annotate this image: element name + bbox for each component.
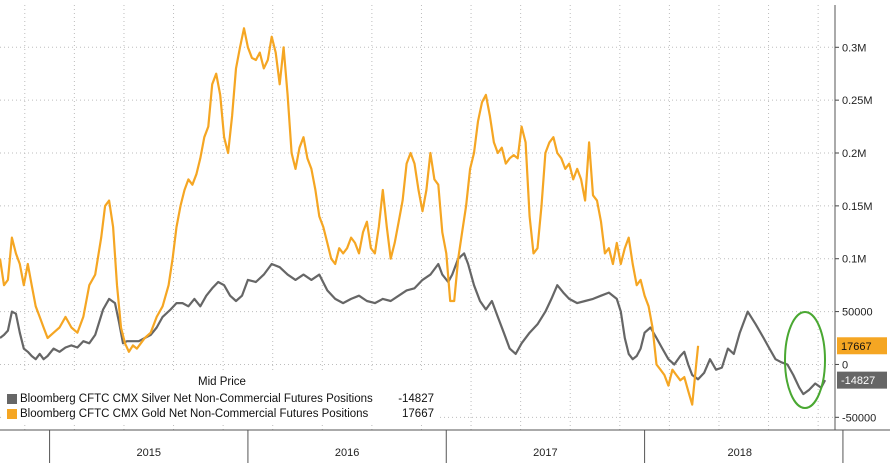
- legend-label-gold: Bloomberg CFTC CMX Gold Net Non-Commerci…: [20, 407, 369, 420]
- y-tick-label: 0.1M: [842, 254, 866, 266]
- x-tick-label: 2018: [728, 447, 752, 459]
- y-tick-label: 0.2M: [842, 148, 866, 160]
- legend-swatch-gold: [7, 408, 17, 419]
- x-tick-label: 2017: [533, 447, 557, 459]
- x-tick-label: 2015: [137, 447, 161, 459]
- highlight-circle: [784, 311, 826, 409]
- series-line-gold: [0, 27, 700, 406]
- vertical-gridlines: [24, 5, 819, 430]
- legend-title: Mid Price: [198, 376, 246, 388]
- end-label-box-silver: [837, 371, 887, 389]
- x-tick-label: 2016: [335, 447, 359, 459]
- end-label-box-gold: [837, 337, 887, 355]
- y-tick-label: 0: [842, 359, 848, 371]
- legend-value-gold: 17667: [402, 407, 434, 420]
- legend: Mid Price Bloomberg CFTC CMX Silver Net …: [4, 372, 440, 422]
- series-line-silver: [0, 252, 827, 396]
- legend-value-silver: -14827: [398, 392, 434, 405]
- end-label-silver: -14827: [841, 375, 875, 387]
- end-label-gold: 17667: [841, 341, 872, 353]
- y-tick-label: 50000: [842, 307, 873, 319]
- y-tick-label: 0.15M: [842, 201, 873, 213]
- end-value-labels: -14827 17667: [837, 337, 887, 389]
- y-tick-label: 0.25M: [842, 95, 873, 107]
- y-tick-label: -50000: [842, 412, 876, 424]
- legend-swatch-silver: [7, 393, 17, 404]
- x-axis: 2015 2016 2017 2018: [0, 429, 890, 463]
- y-tick-label: 0.3M: [842, 42, 866, 54]
- legend-item-silver: Bloomberg CFTC CMX Silver Net Non-Commer…: [4, 391, 440, 406]
- y-axis: 0.3M 0.25M 0.2M 0.15M 0.1M 50000 0 -50000: [834, 5, 876, 430]
- legend-label-silver: Bloomberg CFTC CMX Silver Net Non-Commer…: [20, 392, 373, 405]
- legend-item-gold: Bloomberg CFTC CMX Gold Net Non-Commerci…: [4, 406, 440, 421]
- series-lines: [0, 27, 827, 406]
